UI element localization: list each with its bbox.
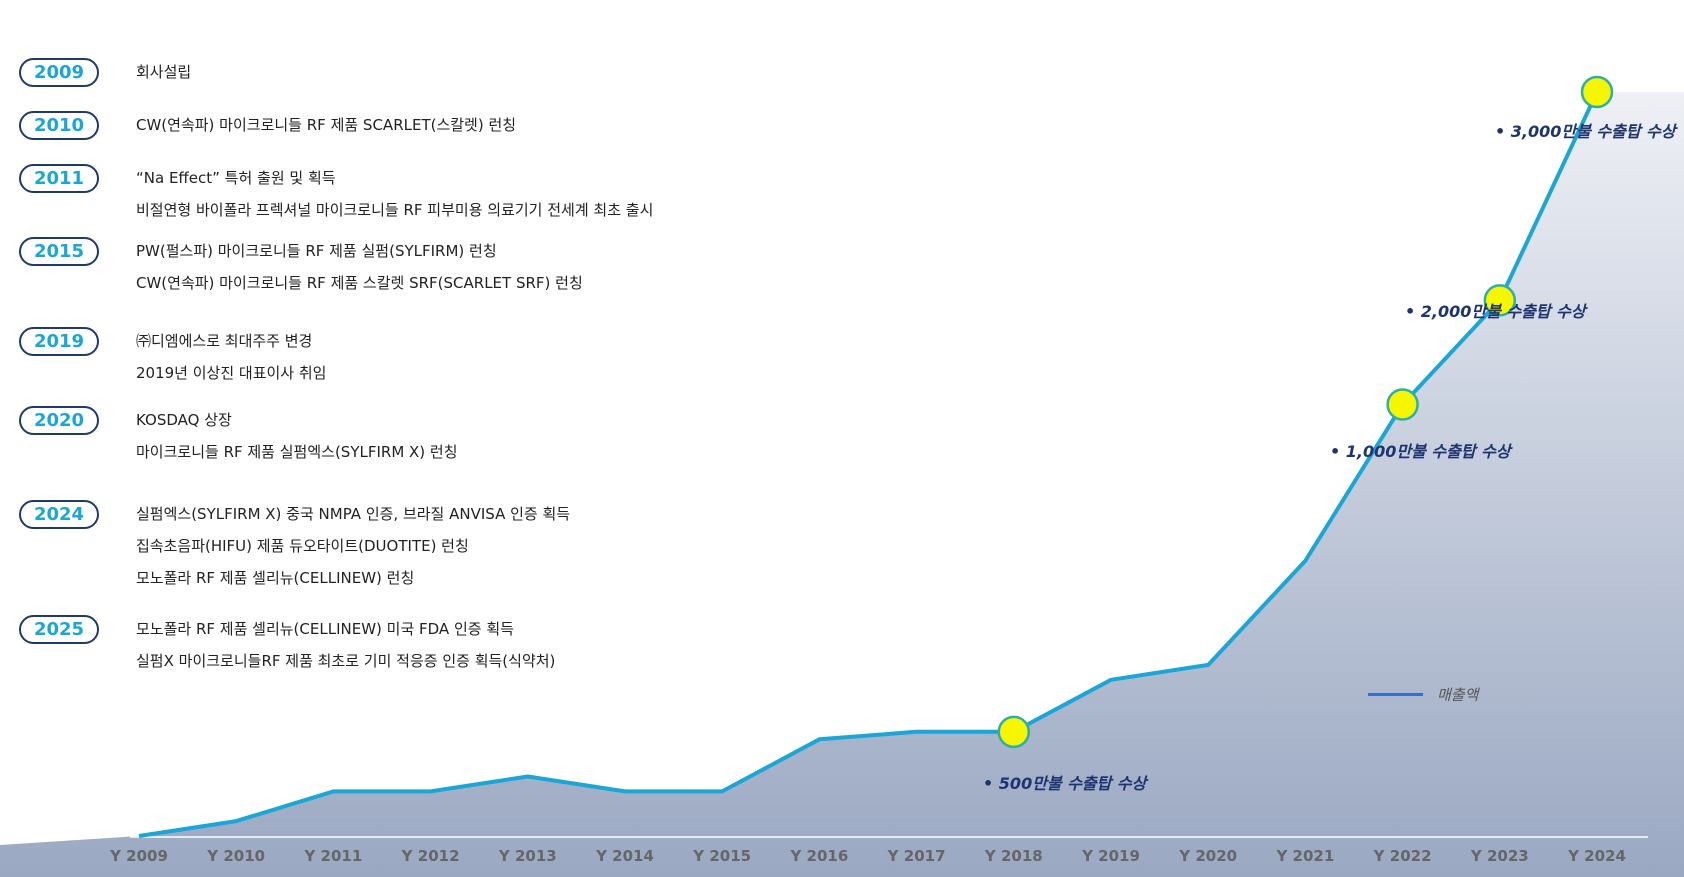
timeline-event: “Na Effect” 특허 출원 및 획득 <box>136 169 336 187</box>
annotation-500: • 500만불 수출탑 수상 <box>983 774 1147 793</box>
annotation-1000: • 1,000만불 수출탑 수상 <box>1330 442 1511 461</box>
x-tick-label: Y 2021 <box>1275 847 1334 865</box>
x-tick-label: Y 2012 <box>401 847 460 865</box>
year-badge: 2010 <box>19 111 99 140</box>
x-tick-label: Y 2023 <box>1470 847 1529 865</box>
x-tick-label: Y 2017 <box>887 847 946 865</box>
timeline-event: KOSDAQ 상장 <box>136 411 232 429</box>
year-badge: 2024 <box>19 500 99 529</box>
year-badge: 2019 <box>19 327 99 356</box>
year-badge: 2011 <box>19 164 99 193</box>
award-marker <box>997 715 1031 749</box>
year-badge: 2020 <box>19 406 99 435</box>
timeline-event: 집속초음파(HIFU) 제품 듀오타이트(DUOTITE) 런칭 <box>136 537 469 555</box>
timeline-event: PW(펄스파) 마이크로니들 RF 제품 실펌(SYLFIRM) 런칭 <box>136 242 497 260</box>
timeline-event: ㈜디엠에스로 최대주주 변경 <box>136 332 313 350</box>
series-line-매출액 <box>138 91 1599 838</box>
x-tick-label: Y 2009 <box>109 847 168 865</box>
x-tick-label: Y 2011 <box>303 847 362 865</box>
award-markers <box>997 75 1614 749</box>
legend-line-swatch <box>1368 693 1423 696</box>
timeline-event: 실펌엑스(SYLFIRM X) 중국 NMPA 인증, 브라질 ANVISA 인… <box>136 505 571 523</box>
area-fill <box>0 92 1684 877</box>
x-tick-label: Y 2013 <box>498 847 557 865</box>
x-tick-label: Y 2010 <box>206 847 265 865</box>
timeline-event: 실펌X 마이크로니들RF 제품 최초로 기미 적응증 인증 획득(식약처) <box>136 652 556 670</box>
timeline-event: 비절연형 바이폴라 프렉셔널 마이크로니들 RF 피부미용 의료기기 전세계 최… <box>136 201 654 219</box>
x-axis-ticks: Y 2009 Y 2010 Y 2011 Y 2012 Y 2013 Y 2014 Y 20… <box>109 847 1626 865</box>
timeline-event: 모노폴라 RF 제품 셀리뉴(CELLINEW) 미국 FDA 인증 획득 <box>136 620 514 638</box>
award-marker <box>1483 284 1517 317</box>
chart-legend: 매출액 <box>1368 684 1478 705</box>
annotation-2000: • 2,000만불 수출탑 수상 <box>1405 302 1586 321</box>
x-tick-label: Y 2020 <box>1178 847 1237 865</box>
x-tick-label: Y 2016 <box>789 847 848 865</box>
award-marker <box>1386 388 1419 421</box>
x-tick-label: Y 2015 <box>692 847 751 865</box>
year-badge: 2015 <box>19 237 99 266</box>
x-tick-label: Y 2018 <box>984 847 1043 865</box>
annotation-3000: • 3,000만불 수출탑 수상 <box>1495 122 1676 141</box>
year-badge: 2025 <box>19 615 99 644</box>
x-tick-label: Y 2019 <box>1081 847 1140 865</box>
timeline-event: CW(연속파) 마이크로니들 RF 제품 스칼렛 SRF(SCARLET SRF… <box>136 274 583 292</box>
timeline-event: 회사설립 <box>136 63 192 81</box>
award-marker <box>1580 75 1614 109</box>
x-tick-label: Y 2022 <box>1373 847 1432 865</box>
legend-label: 매출액 <box>1437 686 1479 704</box>
x-tick-label: Y 2024 <box>1567 847 1626 865</box>
timeline-event: 모노폴라 RF 제품 셀리뉴(CELLINEW) 런칭 <box>136 569 415 587</box>
x-tick-label: Y 2014 <box>595 847 654 865</box>
timeline-event: CW(연속파) 마이크로니들 RF 제품 SCARLET(스칼렛) 런칭 <box>136 116 517 134</box>
timeline-event: 마이크로니들 RF 제품 실펌엑스(SYLFIRM X) 런칭 <box>136 443 458 461</box>
year-badge: 2009 <box>19 58 99 87</box>
timeline-event: 2019년 이상진 대표이사 취임 <box>136 364 327 382</box>
